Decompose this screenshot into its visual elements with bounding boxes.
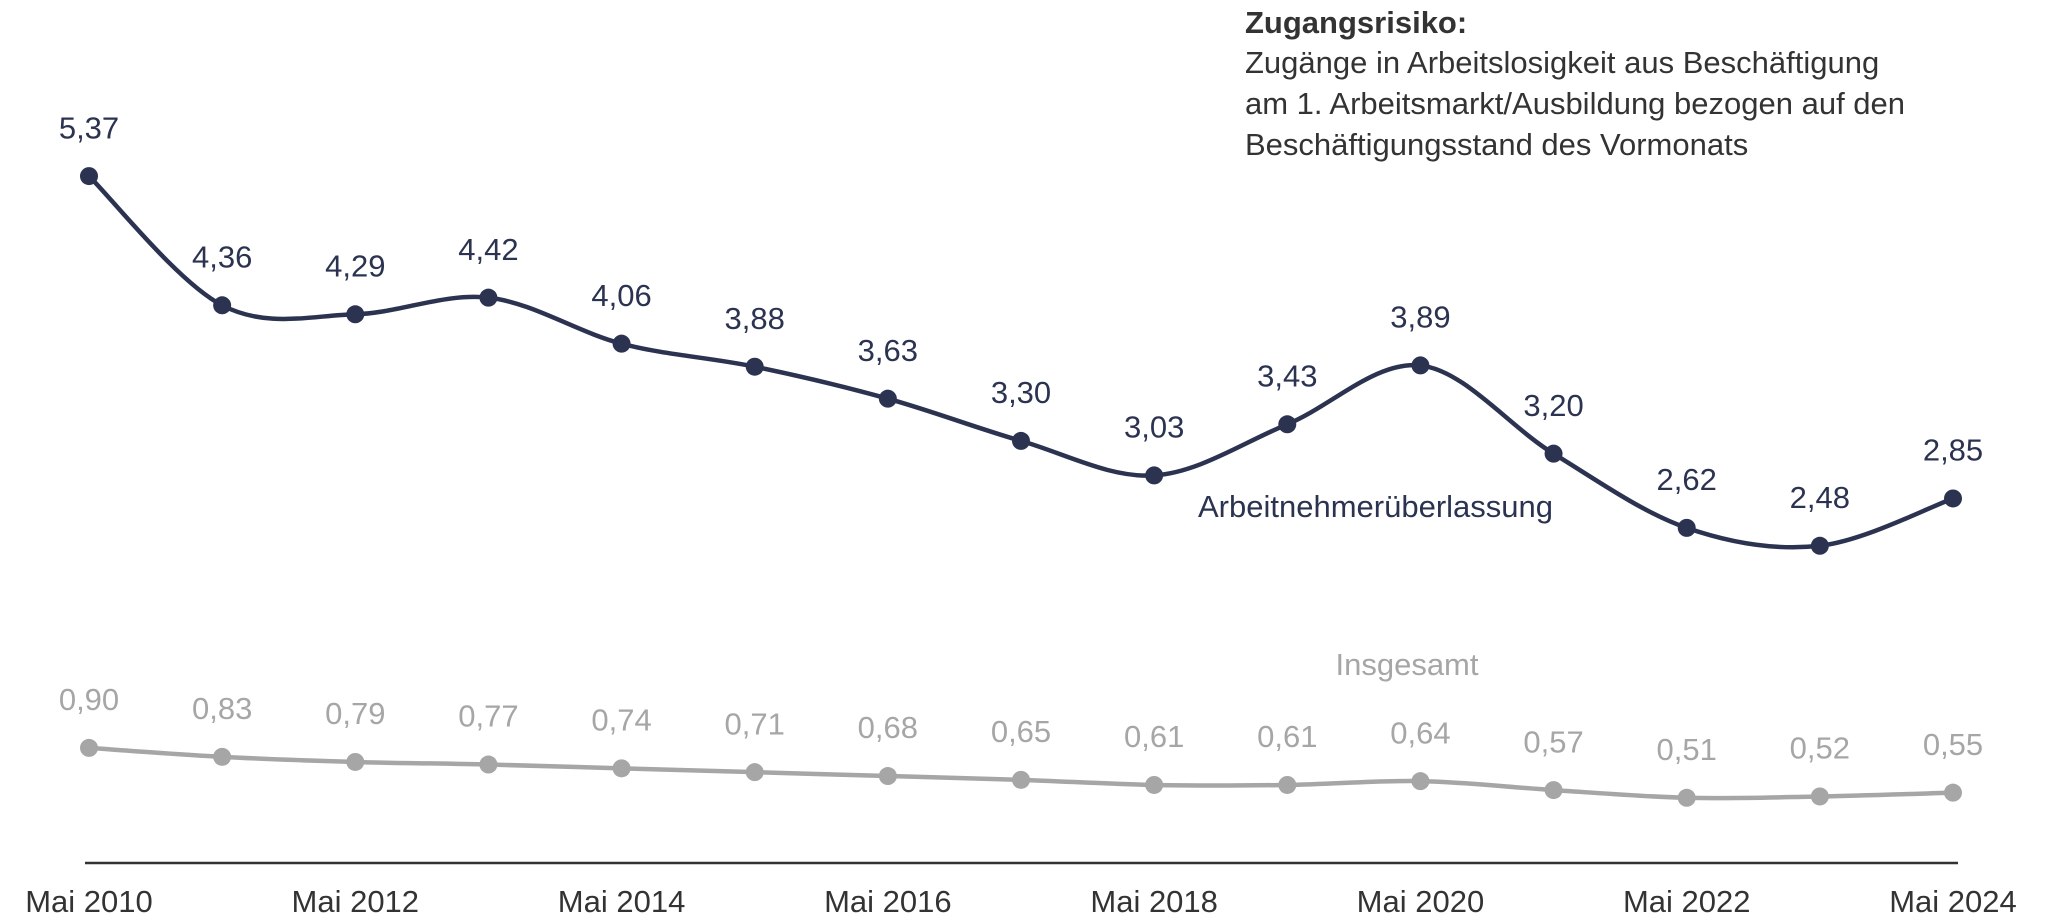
data-label: 4,29: [325, 248, 385, 283]
data-point: [1278, 775, 1297, 794]
data-label: 3,88: [725, 301, 785, 336]
x-tick-label: Mai 2024: [1889, 884, 2017, 919]
data-label: 0,79: [325, 696, 385, 731]
data-label: 4,42: [458, 232, 518, 267]
data-point: [612, 759, 631, 778]
data-point: [346, 305, 365, 324]
data-label: 3,30: [991, 375, 1051, 410]
data-point: [1544, 781, 1563, 800]
data-label: 0,64: [1390, 715, 1450, 750]
data-point: [1944, 489, 1962, 508]
data-point: [1145, 775, 1164, 794]
data-label: 3,43: [1257, 358, 1317, 393]
data-point: [1145, 466, 1164, 485]
data-point: [1810, 787, 1829, 806]
data-label: 0,90: [59, 682, 119, 717]
data-label: 2,48: [1790, 480, 1850, 515]
data-point: [1544, 444, 1563, 463]
x-tick-label: Mai 2018: [1090, 884, 1218, 919]
data-point: [1677, 518, 1696, 537]
data-point: [745, 763, 764, 782]
data-label: 0,77: [458, 699, 518, 734]
chart-subtitle: Zugänge in Arbeitslosigkeit aus Beschäft…: [1245, 45, 1879, 80]
data-label: 0,61: [1124, 719, 1184, 754]
data-point: [479, 755, 498, 774]
data-label: 0,74: [591, 703, 651, 738]
data-point: [1677, 788, 1696, 807]
x-tick-label: Mai 2010: [25, 884, 153, 919]
series-label: Insgesamt: [1335, 647, 1478, 682]
chart-subtitle: am 1. Arbeitsmarkt/Ausbildung bezogen au…: [1245, 86, 1905, 121]
data-point: [213, 747, 232, 766]
data-point: [1411, 772, 1430, 791]
x-tick-label: Mai 2020: [1357, 884, 1485, 919]
data-label: 3,89: [1390, 300, 1450, 335]
data-point: [80, 167, 98, 186]
data-label: 0,71: [725, 706, 785, 741]
data-label: 5,37: [59, 110, 119, 145]
data-label: 0,55: [1923, 727, 1983, 762]
data-point: [1012, 770, 1030, 789]
data-point: [1944, 783, 1962, 802]
data-label: 3,03: [1124, 410, 1184, 445]
data-point: [1278, 415, 1297, 434]
data-label: 2,62: [1657, 462, 1717, 497]
data-point: [213, 296, 232, 315]
data-point: [80, 738, 98, 757]
x-tick-label: Mai 2022: [1623, 884, 1751, 919]
data-label: 3,63: [858, 333, 918, 368]
data-point: [878, 389, 897, 408]
chart-subtitle: Beschäftigungsstand des Vormonats: [1245, 127, 1748, 162]
data-point: [479, 288, 498, 307]
data-label: 0,83: [192, 691, 252, 726]
data-label: 4,06: [591, 278, 651, 313]
x-tick-label: Mai 2014: [558, 884, 686, 919]
data-label: 0,51: [1657, 732, 1717, 767]
data-label: 0,68: [858, 710, 918, 745]
data-point: [745, 357, 764, 376]
data-label: 4,36: [192, 239, 252, 274]
x-tick-label: Mai 2016: [824, 884, 952, 919]
data-label: 0,57: [1523, 724, 1583, 759]
data-label: 2,85: [1923, 433, 1983, 468]
data-label: 0,52: [1790, 731, 1850, 766]
data-point: [1411, 356, 1430, 375]
data-point: [1810, 536, 1829, 555]
data-point: [346, 752, 365, 771]
series-label: Arbeitnehmerüberlassung: [1198, 489, 1553, 524]
data-label: 3,20: [1523, 388, 1583, 423]
data-label: 0,61: [1257, 719, 1317, 754]
data-point: [1012, 431, 1030, 450]
data-point: [878, 767, 897, 786]
data-point: [612, 334, 631, 353]
data-label: 0,65: [991, 714, 1051, 749]
x-tick-label: Mai 2012: [292, 884, 420, 919]
chart-title: Zugangsrisiko:: [1245, 5, 1467, 40]
